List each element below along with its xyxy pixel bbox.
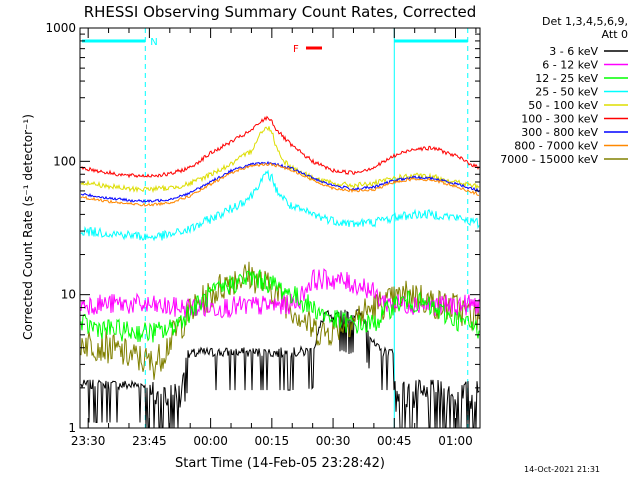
- y-tick-label-3: 1000: [45, 21, 76, 35]
- x-axis-label: Start Time (14-Feb-05 23:28:42): [175, 456, 385, 471]
- night-segments: N: [79, 28, 469, 428]
- series-line-7: [80, 162, 480, 207]
- plot-frame: [79, 27, 481, 429]
- x-tick-label-1: 23:45: [132, 434, 167, 448]
- legend-header: Det 1,3,4,5,6,9, Att 0: [542, 15, 628, 41]
- y-tick-label-0: 1: [68, 421, 76, 435]
- flag-layer: F: [293, 44, 322, 55]
- legend-label-1: 6 - 12 keV: [542, 59, 598, 72]
- series-line-5: [80, 115, 480, 179]
- x-tick-label-2: 00:00: [193, 434, 228, 448]
- legend-label-2: 12 - 25 keV: [535, 72, 598, 85]
- series-line-1: [80, 268, 480, 319]
- legend-label-3: 25 - 50 keV: [535, 86, 598, 99]
- y-axis-label: Corrected Count Rate (s⁻¹ detector⁻¹): [21, 114, 35, 340]
- x-tick-label-0: 23:30: [71, 434, 106, 448]
- x-tick-label-3: 00:15: [255, 434, 290, 448]
- legend-label-7: 800 - 7000 keV: [514, 140, 598, 153]
- series-line-8: [80, 261, 480, 380]
- series-line-4: [80, 126, 480, 194]
- x-tick-label-6: 01:00: [438, 434, 473, 448]
- night-label: N: [150, 37, 157, 48]
- legend-detectors: Det 1,3,4,5,6,9,: [542, 15, 628, 28]
- y-tick-label-1: 10: [61, 288, 76, 302]
- series-line-2: [80, 269, 480, 343]
- series-layer: [80, 115, 480, 429]
- series-line-3: [80, 169, 480, 242]
- flag-label: F: [293, 44, 299, 55]
- x-tick-label-4: 00:30: [316, 434, 351, 448]
- y-tick-label-2: 100: [53, 154, 76, 168]
- legend-label-6: 300 - 800 keV: [521, 126, 598, 139]
- series-line-0: [80, 308, 480, 429]
- legend-label-4: 50 - 100 keV: [528, 99, 598, 112]
- chart-title: RHESSI Observing Summary Count Rates, Co…: [84, 3, 477, 21]
- legend-label-8: 7000 - 15000 keV: [500, 153, 598, 166]
- x-tick-label-5: 00:45: [377, 434, 412, 448]
- footer-date: 14-Oct-2021 21:31: [524, 465, 600, 474]
- legend-label-5: 100 - 300 keV: [521, 113, 598, 126]
- legend-label-0: 3 - 6 keV: [549, 45, 598, 58]
- legend-attenuator: Att 0: [602, 28, 628, 41]
- axes: 23:30 23:45 00:00 00:15 00:30 00:45 01:00 1 10 10…: [45, 21, 480, 448]
